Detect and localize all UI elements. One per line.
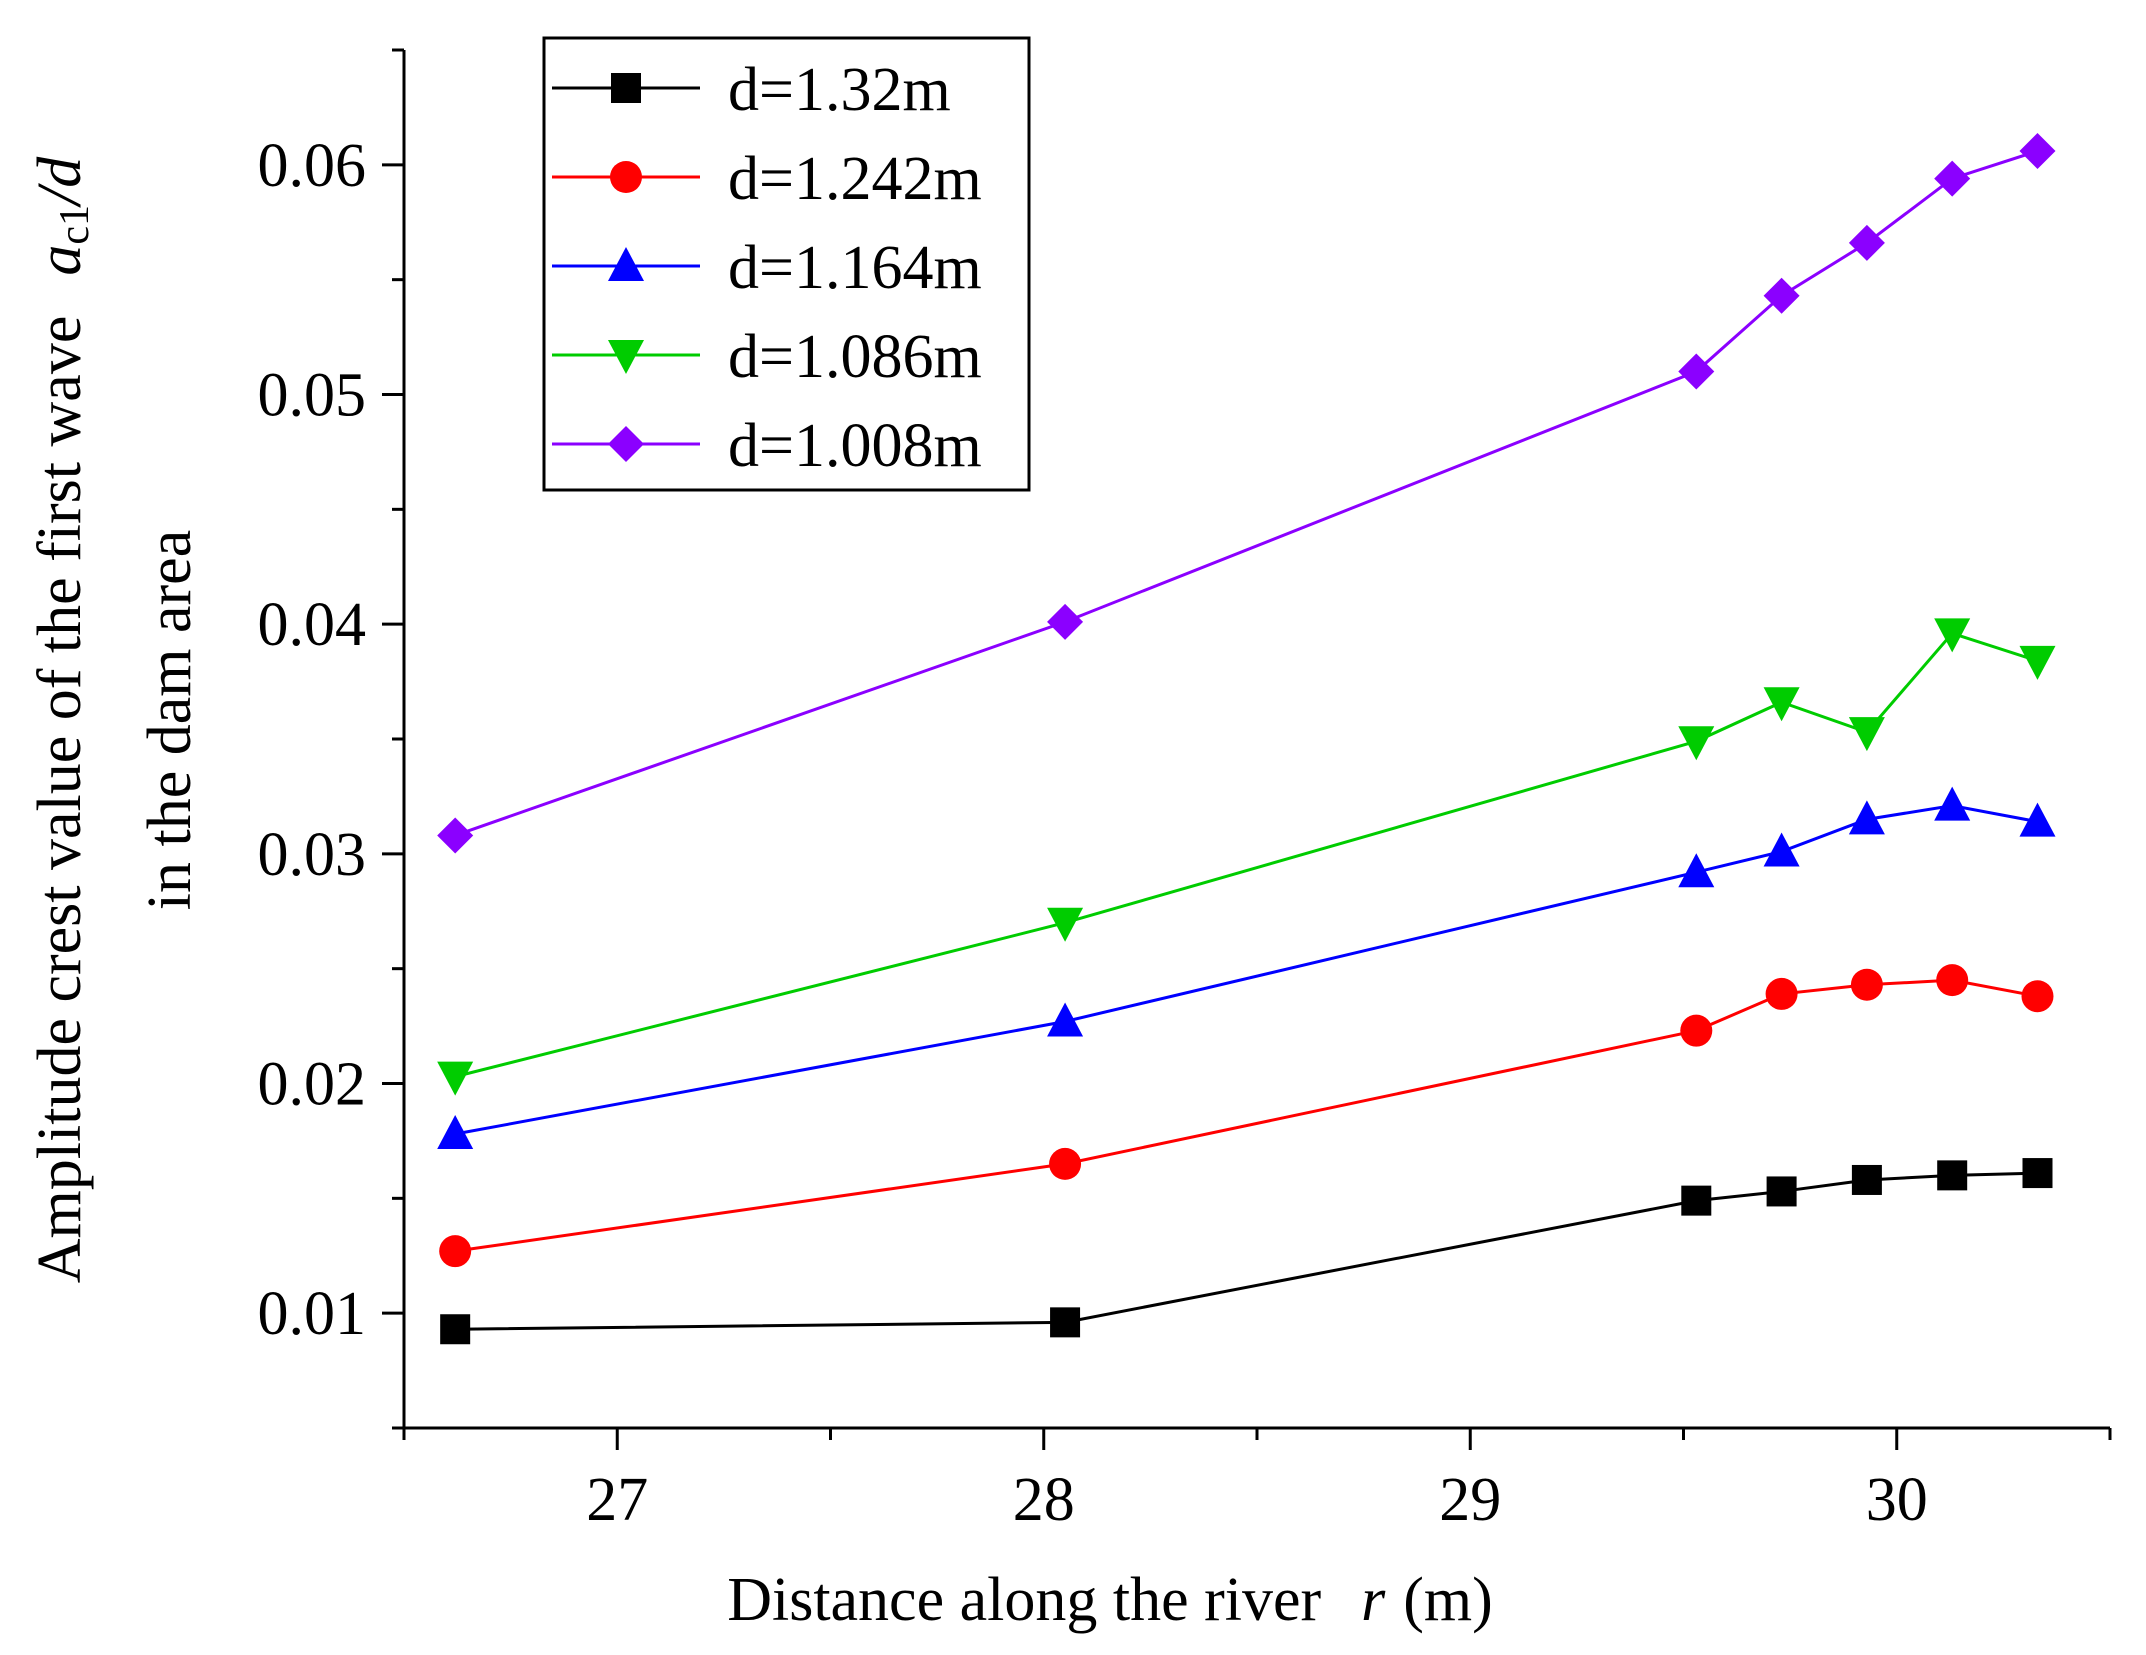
data-point bbox=[608, 426, 644, 462]
series bbox=[437, 786, 2056, 1150]
x-axis-title: Distance along the river r (m) bbox=[727, 1566, 1493, 1634]
y-tick-label: 0.03 bbox=[258, 821, 367, 889]
data-point bbox=[1851, 1164, 1882, 1195]
x-axis-var: r bbox=[1361, 1566, 1386, 1634]
series-line bbox=[455, 1171, 2038, 1331]
ticks: 27 28 29 30 0.01 0.02 0.03 0.04 0.05 0.06 bbox=[258, 48, 2112, 1534]
data-point bbox=[437, 1061, 474, 1096]
data-point bbox=[1680, 1014, 1713, 1047]
y-axis-var-d: /d bbox=[26, 156, 94, 208]
y-axis-title: Amplitude crest value of the first wave a… bbox=[26, 156, 98, 1283]
x-axis-title-text: Distance along the river bbox=[727, 1566, 1321, 1634]
data-point bbox=[2022, 1158, 2053, 1189]
data-point bbox=[1681, 1185, 1712, 1216]
y-tick-label: 0.04 bbox=[258, 591, 367, 659]
x-tick-label: 29 bbox=[1439, 1466, 1501, 1534]
x-tick-label: 30 bbox=[1866, 1466, 1928, 1534]
data-point bbox=[440, 1314, 471, 1345]
data-point bbox=[2019, 802, 2056, 837]
series bbox=[437, 618, 2056, 1096]
legend-item: d=1.086m bbox=[552, 323, 982, 391]
series-line bbox=[454, 631, 2038, 1079]
data-point bbox=[2021, 980, 2054, 1013]
data-point bbox=[1049, 1147, 1082, 1180]
legend-item: d=1.242m bbox=[552, 145, 982, 213]
data-point bbox=[1763, 832, 1800, 867]
series bbox=[437, 133, 2056, 854]
data-point bbox=[608, 247, 644, 281]
data-point bbox=[1763, 277, 1800, 314]
data-point bbox=[2019, 645, 2056, 680]
y-axis-title-line2: in the dam area bbox=[136, 530, 204, 910]
y-axis-var-a: a bbox=[26, 245, 94, 276]
data-point bbox=[1936, 964, 1969, 997]
data-point bbox=[1848, 717, 1885, 752]
legend-label: d=1.164m bbox=[728, 234, 982, 302]
legend-label: d=1.242m bbox=[728, 145, 982, 213]
series-line bbox=[454, 804, 2038, 1136]
data-point bbox=[1850, 968, 1883, 1001]
data-point bbox=[1678, 353, 1715, 390]
data-point bbox=[1765, 977, 1798, 1010]
data-point bbox=[437, 817, 474, 854]
legend-label: d=1.008m bbox=[728, 412, 982, 480]
legend-item: d=1.32m bbox=[552, 56, 951, 124]
legend-label: d=1.086m bbox=[728, 323, 982, 391]
legend-item: d=1.008m bbox=[552, 412, 982, 480]
data-point bbox=[1848, 224, 1885, 261]
series bbox=[440, 1158, 2053, 1345]
data-point bbox=[1678, 726, 1715, 761]
series-line bbox=[454, 978, 2038, 1253]
data-point bbox=[1934, 618, 1971, 653]
data-point bbox=[611, 73, 641, 103]
data-point bbox=[1047, 1002, 1084, 1037]
data-point bbox=[2019, 133, 2056, 170]
y-tick-label: 0.02 bbox=[258, 1051, 367, 1119]
plot-marks bbox=[437, 133, 2056, 1345]
y-tick-label: 0.06 bbox=[258, 132, 367, 200]
data-point bbox=[439, 1235, 472, 1268]
data-point bbox=[1934, 160, 1971, 197]
data-point bbox=[1678, 853, 1715, 888]
legend-item: d=1.164m bbox=[552, 234, 982, 302]
x-axis-unit: (m) bbox=[1403, 1566, 1493, 1634]
y-tick-label: 0.01 bbox=[258, 1280, 367, 1348]
legend-label: d=1.32m bbox=[728, 56, 951, 124]
y-tick-label: 0.05 bbox=[258, 362, 367, 430]
y-axis-var-sub: c1 bbox=[52, 205, 98, 245]
data-point bbox=[1763, 687, 1800, 722]
data-point bbox=[1047, 603, 1084, 640]
data-point bbox=[1848, 800, 1885, 835]
data-point bbox=[1047, 907, 1084, 942]
data-point bbox=[1934, 786, 1971, 821]
data-point bbox=[1937, 1160, 1968, 1191]
legend: d=1.32m d=1.242m d=1.164m d=1.086m d=1.008m bbox=[542, 36, 1031, 492]
series bbox=[439, 964, 2054, 1268]
x-tick-label: 28 bbox=[1013, 1466, 1075, 1534]
y-axis-title-text: Amplitude crest value of the first wave bbox=[26, 316, 94, 1284]
data-point bbox=[608, 340, 644, 374]
x-tick-label: 27 bbox=[586, 1466, 648, 1534]
data-point bbox=[1050, 1307, 1081, 1338]
data-point bbox=[1766, 1176, 1797, 1207]
data-point bbox=[437, 1115, 474, 1150]
data-point bbox=[610, 161, 642, 193]
